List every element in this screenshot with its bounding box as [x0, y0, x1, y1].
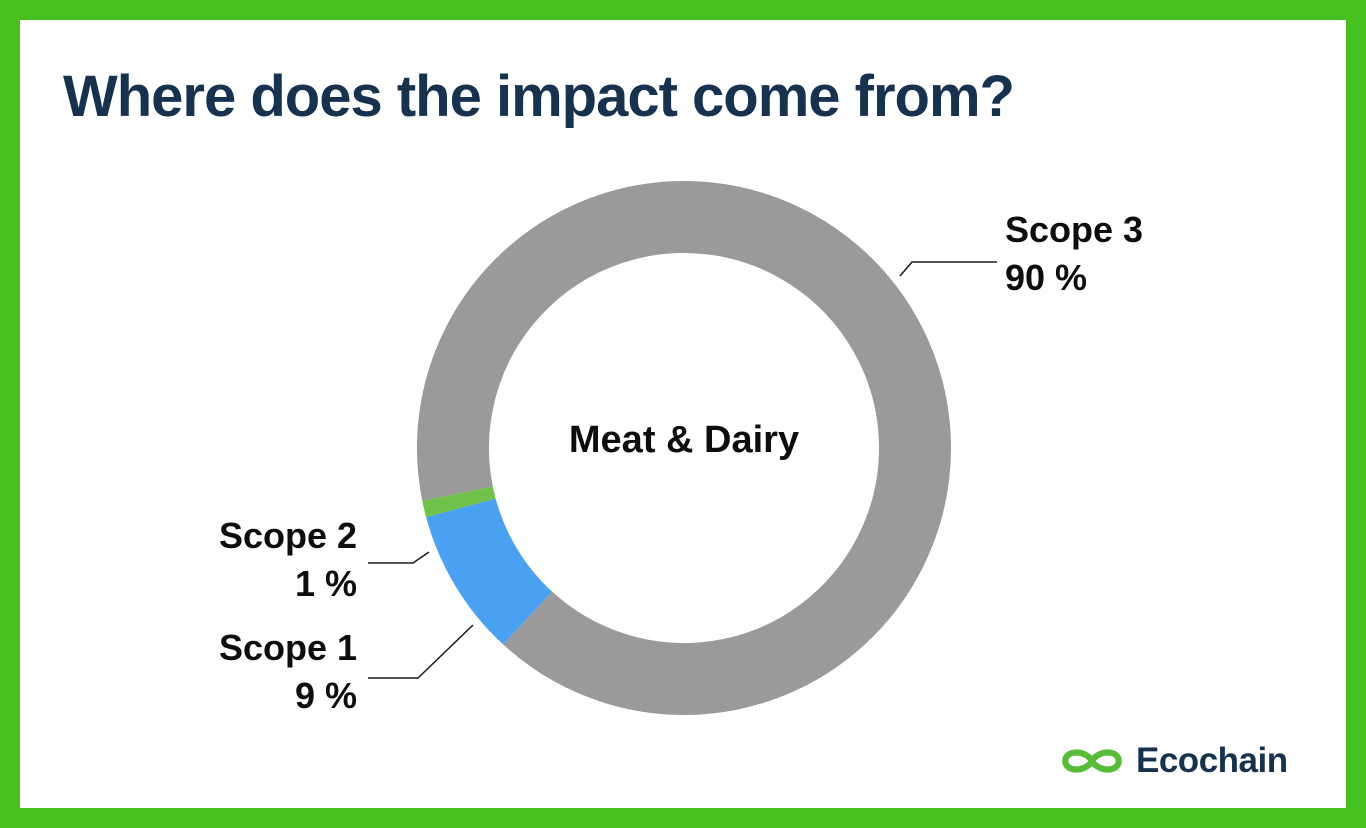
infographic-canvas: Where does the impact come from? Meat & … — [20, 20, 1346, 808]
callout-scope1: Scope 1 9 % — [157, 624, 357, 720]
ecochain-logo-text: Ecochain — [1136, 741, 1288, 780]
infinity-icon — [1062, 749, 1122, 773]
donut-center-label: Meat & Dairy — [568, 419, 800, 461]
donut-segment-scope-1 — [426, 497, 553, 645]
page-title: Where does the impact come from? — [63, 64, 1015, 129]
ecochain-logo: Ecochain — [1060, 741, 1288, 781]
donut-segment-scope-3 — [417, 181, 951, 715]
scope2-callout-line — [368, 551, 430, 564]
scope1-label: Scope 1 — [218, 627, 357, 668]
scope3-label: Scope 3 — [1005, 209, 1144, 250]
scope2-value: 1 % — [294, 563, 357, 604]
scope3-value: 90 % — [1005, 257, 1088, 298]
scope1-callout-line — [368, 624, 474, 679]
scope2-label: Scope 2 — [218, 515, 357, 556]
donut-chart — [368, 181, 997, 715]
donut-segments — [417, 181, 951, 715]
callout-lines — [368, 261, 997, 679]
donut-segment-scope-2 — [422, 486, 496, 518]
scope1-value: 9 % — [294, 675, 357, 716]
callout-scope2: Scope 2 1 % — [157, 512, 357, 608]
callout-scope3: Scope 3 90 % — [1005, 206, 1143, 302]
scope3-callout-line — [899, 261, 997, 277]
